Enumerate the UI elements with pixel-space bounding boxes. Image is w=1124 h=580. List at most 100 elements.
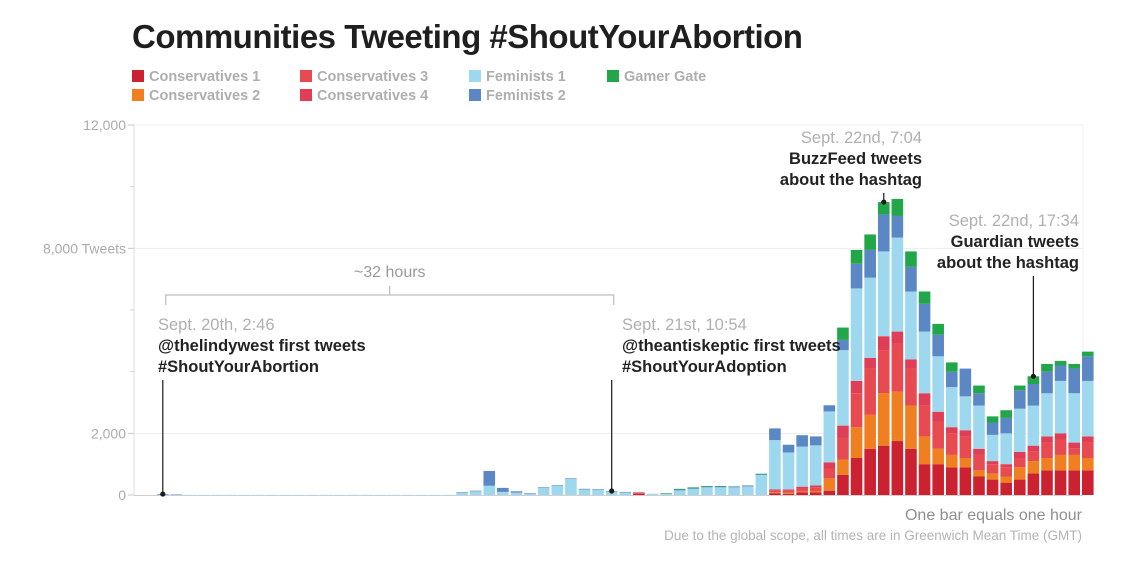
bar-segment-conservatives-4 bbox=[823, 462, 836, 469]
bar-segment-feminists-2 bbox=[1082, 356, 1094, 381]
bar-segment-feminists-1 bbox=[687, 488, 700, 495]
bar-segment-feminists-2 bbox=[1054, 365, 1067, 381]
bar-segment-feminists-2 bbox=[592, 489, 604, 490]
bar-segment-conservatives-1 bbox=[837, 474, 849, 495]
bar-segment-conservatives-3 bbox=[864, 368, 876, 415]
legend-item-conservatives-1: Conservatives 1 bbox=[132, 69, 260, 87]
legend-item-gamer-gate: Gamer Gate bbox=[607, 69, 706, 87]
bar-segment-conservatives-3 bbox=[823, 468, 836, 479]
bar-segment-feminists-1 bbox=[524, 493, 536, 495]
annotation-dot-adoption-tweet bbox=[609, 488, 615, 494]
bar-segment-conservatives-4 bbox=[809, 485, 822, 488]
bar-segment-feminists-1 bbox=[497, 491, 509, 495]
bar-segment-conservatives-4 bbox=[905, 359, 917, 369]
bar-segment-feminists-2 bbox=[1041, 371, 1053, 394]
annotation-dot-buzzfeed bbox=[881, 199, 887, 205]
bar-segment-gamer-gate bbox=[932, 323, 944, 335]
bar-segment-conservatives-3 bbox=[1082, 442, 1094, 458]
bar-segment-gamer-gate bbox=[1068, 363, 1080, 369]
bar-segment-gamer-gate bbox=[891, 199, 904, 216]
annotation-dot-guardian bbox=[1030, 373, 1036, 379]
bar-segment-conservatives-4 bbox=[1068, 442, 1080, 449]
annotation-text-first-tweet: #ShoutYourAbortion bbox=[158, 358, 319, 376]
bar-segment-feminists-1 bbox=[320, 494, 332, 496]
bar-segment-feminists-1 bbox=[1068, 393, 1080, 443]
bar-segment-feminists-1 bbox=[782, 452, 795, 490]
bar-segment-feminists-2 bbox=[510, 491, 523, 493]
annotation-text-adoption-tweet: @theantiskeptic first tweets bbox=[622, 337, 841, 355]
bar-segment-feminists-1 bbox=[347, 494, 360, 496]
annotation-text-first-tweet: @thelindywest first tweets bbox=[158, 337, 366, 355]
bar-segment-conservatives-3 bbox=[918, 405, 931, 437]
y-tick-label: 12,000 bbox=[83, 117, 126, 133]
bar-segment-gamer-gate bbox=[701, 486, 713, 487]
annotation-text-buzzfeed: BuzzFeed tweets bbox=[789, 150, 922, 168]
bar-segment-conservatives-1 bbox=[877, 445, 890, 495]
bar-segment-conservatives-2 bbox=[905, 405, 917, 449]
bar-segment-conservatives-1 bbox=[959, 467, 972, 495]
bar-segment-conservatives-3 bbox=[1027, 451, 1040, 462]
bar-segment-feminists-1 bbox=[374, 494, 387, 496]
bar-segment-feminists-1 bbox=[252, 494, 264, 496]
bar-segment-conservatives-3 bbox=[986, 464, 999, 474]
bar-segment-conservatives-1 bbox=[1013, 479, 1026, 495]
bar-segment-conservatives-1 bbox=[823, 490, 836, 495]
bar-segment-gamer-gate bbox=[755, 473, 768, 475]
bar-segment-feminists-2 bbox=[837, 339, 849, 351]
bar-segment-gamer-gate bbox=[837, 327, 849, 340]
y-tick-label: 0 bbox=[118, 487, 126, 503]
bar-segment-conservatives-1 bbox=[973, 476, 985, 495]
bar-segment-feminists-1 bbox=[619, 492, 632, 495]
annotation-time-adoption-tweet: Sept. 21st, 10:54 bbox=[622, 316, 747, 334]
bar-segment-feminists-2 bbox=[456, 492, 468, 493]
bar-segment-conservatives-1 bbox=[1082, 470, 1094, 495]
bar-segment-feminists-1 bbox=[388, 494, 400, 496]
bar-segment-conservatives-1 bbox=[850, 458, 863, 495]
bar-segment-feminists-2 bbox=[1000, 417, 1012, 434]
bar-segment-gamer-gate bbox=[864, 234, 876, 250]
chart-title: Communities Tweeting #ShoutYourAbortion bbox=[132, 18, 803, 55]
bar-segment-conservatives-1 bbox=[796, 492, 808, 495]
bar-segment-feminists-1 bbox=[850, 288, 863, 381]
bar-segment-feminists-1 bbox=[293, 494, 305, 496]
bar-segment-feminists-1 bbox=[905, 291, 917, 360]
bar-segment-feminists-2 bbox=[755, 474, 768, 475]
bar-segment-feminists-1 bbox=[728, 487, 740, 495]
bar-segment-conservatives-1 bbox=[945, 467, 958, 495]
bar-segment-feminists-1 bbox=[265, 494, 278, 496]
bar-segment-conservatives-2 bbox=[1041, 458, 1053, 471]
annotation-time-guardian: Sept. 22nd, 17:34 bbox=[949, 212, 1079, 230]
bar-segment-feminists-1 bbox=[361, 494, 373, 496]
bar-segment-conservatives-1 bbox=[864, 448, 876, 495]
bar-segment-conservatives-4 bbox=[864, 357, 876, 369]
bar-segment-conservatives-4 bbox=[945, 427, 958, 434]
y-tick-label: 2,000 bbox=[91, 425, 126, 441]
bar-segment-feminists-2 bbox=[769, 428, 781, 441]
bar-segment-conservatives-2 bbox=[864, 414, 876, 449]
legend-item-conservatives-2: Conservatives 2 bbox=[132, 88, 260, 106]
bar-segment-feminists-1 bbox=[469, 491, 482, 495]
bar-segment-feminists-2 bbox=[823, 405, 836, 412]
bar-segment-feminists-1 bbox=[1054, 380, 1067, 434]
bar-segment-gamer-gate bbox=[973, 385, 985, 394]
bar-segment-feminists-2 bbox=[170, 494, 183, 496]
bar-segment-conservatives-2 bbox=[1013, 467, 1026, 480]
bar-segment-conservatives-2 bbox=[945, 454, 958, 468]
bar-segment-conservatives-3 bbox=[877, 350, 890, 394]
bar-segment-feminists-1 bbox=[1000, 433, 1012, 465]
bar-segment-gamer-gate bbox=[714, 486, 727, 487]
bar-segment-conservatives-2 bbox=[1000, 476, 1012, 483]
bar-segment-gamer-gate bbox=[687, 487, 700, 488]
bar-segment-feminists-1 bbox=[864, 277, 876, 358]
bar-segment-feminists-1 bbox=[306, 494, 319, 496]
bar-segment-gamer-gate bbox=[673, 488, 686, 490]
bar-segment-conservatives-1 bbox=[918, 464, 931, 495]
legend-item-conservatives-4: Conservatives 4 bbox=[300, 88, 428, 106]
annotation-text-buzzfeed: about the hashtag bbox=[780, 171, 922, 189]
legend-swatch bbox=[469, 70, 481, 82]
legend-item-conservatives-3: Conservatives 3 bbox=[300, 69, 428, 87]
bar-segment-conservatives-4 bbox=[986, 461, 999, 465]
duration-label: ~32 hours bbox=[354, 264, 426, 281]
time-zone-note: Due to the global scope, all times are i… bbox=[664, 528, 1082, 543]
